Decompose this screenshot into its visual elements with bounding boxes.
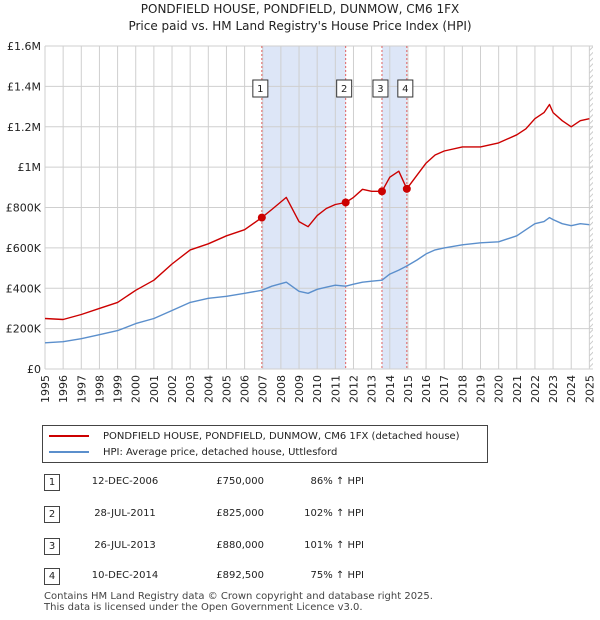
sale-marker-box <box>252 79 269 98</box>
x-tick-label: 2018 <box>456 375 469 403</box>
transaction-price: £825,000 <box>216 508 264 519</box>
sale-marker-box <box>397 79 414 98</box>
y-tick-label: £800K <box>6 202 42 215</box>
x-tick-label: 2015 <box>402 375 415 403</box>
x-tick-label: 2000 <box>130 375 143 403</box>
table-row: 1 12-DEC-2006 £750,000 86% ↑ HPI <box>42 474 600 492</box>
x-tick-label: 1996 <box>57 375 70 403</box>
footer-attribution: Contains HM Land Registry data © Crown c… <box>44 591 433 613</box>
x-tick-label: 2010 <box>311 375 324 403</box>
y-tick-label: £1.6M <box>7 40 41 53</box>
x-tick-label: 2006 <box>239 375 252 403</box>
y-tick-label: £400K <box>6 282 42 295</box>
y-tick-label: £1M <box>18 161 42 174</box>
sale-marker-label: 2 <box>336 79 353 98</box>
x-tick-label: 2020 <box>493 375 506 403</box>
chart-legend: PONDFIELD HOUSE, PONDFIELD, DUNMOW, CM6 … <box>42 425 488 463</box>
transaction-date: 12-DEC-2006 <box>91 476 159 487</box>
x-tick-label: 2016 <box>420 375 433 403</box>
transaction-date: 26-JUL-2013 <box>94 540 156 551</box>
sale-point <box>257 213 266 222</box>
footer-copyright: Contains HM Land Registry data © Crown c… <box>44 591 433 602</box>
transaction-number: 3 <box>44 538 60 555</box>
transaction-number: 2 <box>44 506 60 523</box>
transaction-hpi: 102% ↑ HPI <box>304 508 364 519</box>
transaction-price: £750,000 <box>216 476 264 487</box>
x-tick-label: 2023 <box>547 375 560 403</box>
table-row: 2 28-JUL-2011 £825,000 102% ↑ HPI <box>42 506 600 524</box>
footer-license: This data is licensed under the Open Gov… <box>44 602 363 613</box>
price-chart: £0 £200K £400K £600K £800K £1M £1.2M £1.4M £1.6M… <box>6 40 597 403</box>
x-tick-label: 1995 <box>39 375 52 403</box>
x-tick-label: 2005 <box>220 375 233 403</box>
x-tick-label: 2004 <box>202 375 215 403</box>
sale-marker-label: 1 <box>252 79 269 98</box>
transaction-hpi: 101% ↑ HPI <box>304 540 364 551</box>
x-tick-label: 2022 <box>529 375 542 403</box>
sale-marker-number: 1 <box>257 84 263 95</box>
x-tick-label: 2003 <box>184 375 197 403</box>
transaction-number: 4 <box>44 568 60 585</box>
x-tick-label: 2007 <box>257 375 270 403</box>
sale-marker-number: 2 <box>341 84 347 95</box>
x-tick-label: 2008 <box>275 375 288 403</box>
legend-swatch-hpi <box>49 451 89 453</box>
x-tick-label: 1998 <box>93 375 106 403</box>
x-tick-label: 2021 <box>511 375 524 403</box>
transaction-price: £880,000 <box>216 540 264 551</box>
transaction-date: 10-DEC-2014 <box>91 570 159 581</box>
transaction-number: 1 <box>44 474 60 491</box>
sale-marker-label: 3 <box>372 79 389 98</box>
x-tick-label: 2019 <box>474 375 487 403</box>
y-tick-label: £600K <box>6 242 42 255</box>
table-row: 4 10-DEC-2014 £892,500 75% ↑ HPI <box>42 568 600 586</box>
transaction-hpi: 75% ↑ HPI <box>310 570 364 581</box>
transaction-price: £892,500 <box>216 570 264 581</box>
legend-label-hpi: HPI: Average price, detached house, Uttl… <box>103 446 338 458</box>
x-tick-label: 1997 <box>75 375 88 403</box>
sale-marker-box <box>336 79 353 98</box>
legend-item-property: PONDFIELD HOUSE, PONDFIELD, DUNMOW, CM6 … <box>49 428 460 444</box>
sale-marker-box <box>372 79 389 98</box>
transaction-date: 28-JUL-2011 <box>94 508 156 519</box>
sale-marker-number: 3 <box>377 84 383 95</box>
table-row: 3 26-JUL-2013 £880,000 101% ↑ HPI <box>42 538 600 556</box>
legend-label-property: PONDFIELD HOUSE, PONDFIELD, DUNMOW, CM6 … <box>103 430 460 442</box>
x-tick-label: 2017 <box>438 375 451 403</box>
property-price-line <box>44 103 590 321</box>
x-tick-label: 2014 <box>384 375 397 403</box>
y-tick-label: £0 <box>27 363 41 376</box>
legend-item-hpi: HPI: Average price, detached house, Uttl… <box>49 444 337 460</box>
chart-title-address: PONDFIELD HOUSE, PONDFIELD, DUNMOW, CM6 … <box>140 2 460 16</box>
x-tick-label: 2001 <box>148 375 161 403</box>
y-tick-label: £1.2M <box>7 121 41 134</box>
sale-marker-number: 4 <box>402 84 408 95</box>
x-tick-label: 1999 <box>112 375 125 403</box>
x-tick-label: 2013 <box>366 375 379 403</box>
y-tick-label: £200K <box>6 323 42 336</box>
sale-marker-label: 4 <box>397 79 414 98</box>
hpi-line <box>44 216 590 344</box>
x-tick-label: 2012 <box>347 375 360 403</box>
sale-point <box>377 187 386 196</box>
sale-point <box>402 184 411 193</box>
chart-subtitle: Price paid vs. HM Land Registry's House … <box>128 19 472 33</box>
x-tick-label: 2024 <box>565 375 578 403</box>
sale-point <box>341 198 350 207</box>
x-tick-label: 2011 <box>329 375 342 403</box>
x-tick-label: 2009 <box>293 375 306 403</box>
legend-swatch-property <box>49 435 89 437</box>
transaction-hpi: 86% ↑ HPI <box>310 476 364 487</box>
y-tick-label: £1.4M <box>7 80 41 93</box>
x-tick-label: 2025 <box>583 375 596 403</box>
x-tick-label: 2002 <box>166 375 179 403</box>
